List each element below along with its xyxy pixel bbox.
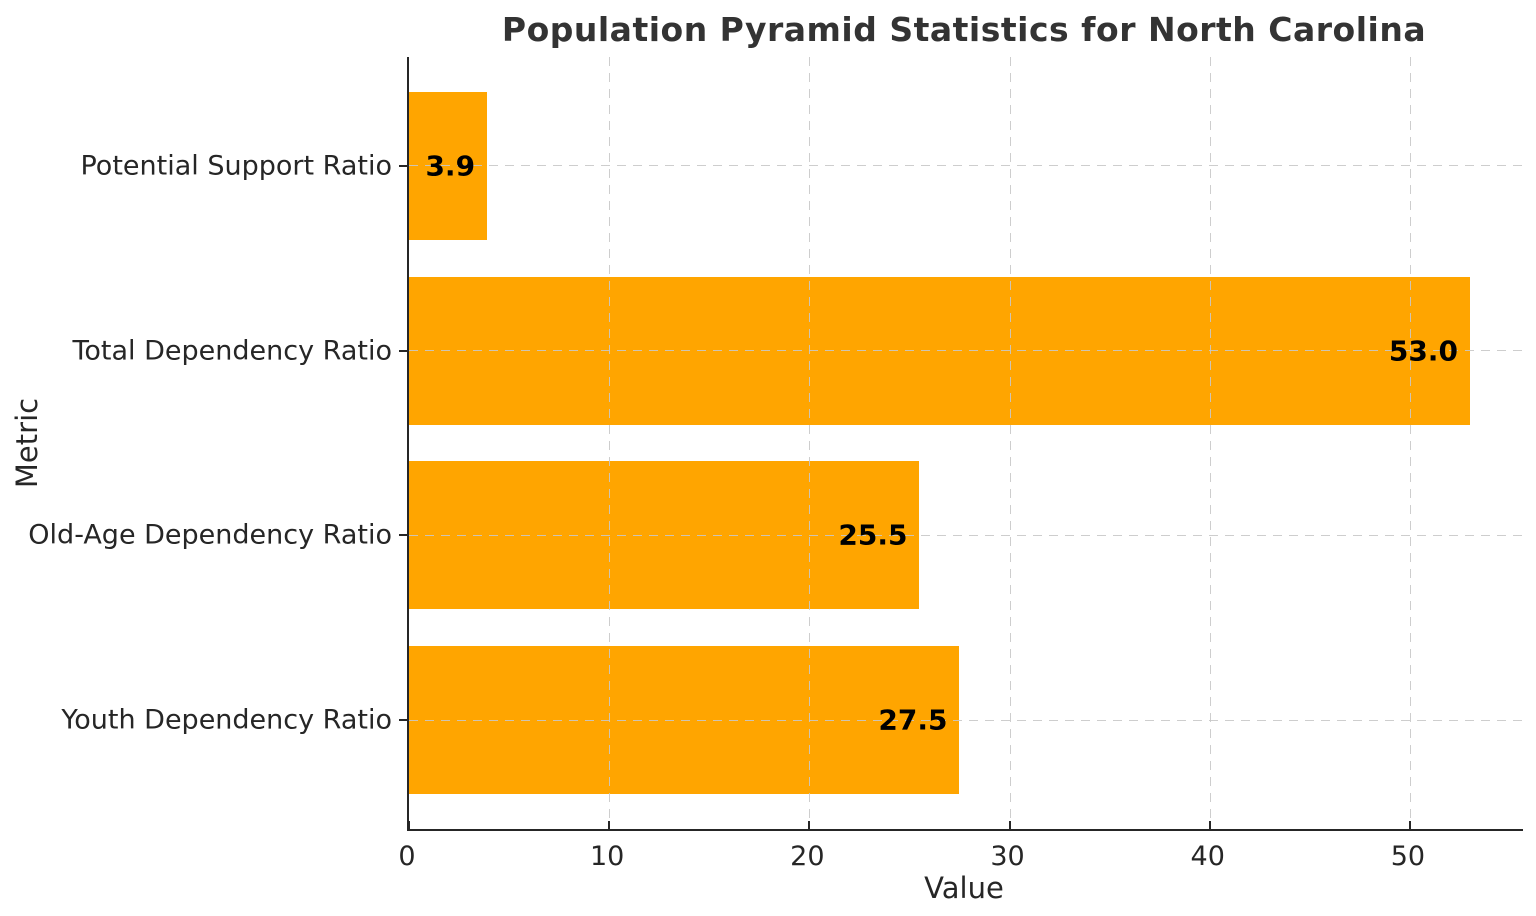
x-tick-label-0: 0 [398, 841, 416, 872]
x-tick-mark-30 [1008, 821, 1011, 829]
category-label-0: Potential Support Ratio [80, 150, 392, 182]
bar-value-label-2: 25.5 [838, 518, 908, 552]
x-tick-label-40: 40 [1190, 841, 1225, 872]
x-tick-mark-10 [608, 821, 611, 829]
gridline-y-0 [409, 165, 1523, 167]
x-tick-mark-50 [1408, 821, 1411, 829]
gridline-x-30 [1009, 57, 1011, 829]
gridline-y-2 [409, 534, 1523, 536]
x-tick-mark-0 [408, 821, 410, 829]
gridline-x-10 [609, 57, 611, 829]
y-axis-label: Metric [10, 397, 44, 489]
bar-value-label-3: 27.5 [878, 703, 948, 737]
y-tick-mark-3 [399, 719, 407, 722]
gridline-x-20 [809, 57, 811, 829]
x-tick-label-50: 50 [1390, 841, 1426, 872]
chart-title: Population Pyramid Statistics for North … [501, 10, 1427, 49]
y-tick-mark-0 [399, 164, 407, 167]
x-tick-label-30: 30 [990, 841, 1025, 872]
gridline-y-1 [409, 350, 1523, 352]
bar-value-label-0: 3.9 [425, 149, 476, 183]
plot-area: 3.9 53.0 25.5 27.5 [399, 57, 1523, 831]
x-tick-label-10: 10 [589, 841, 625, 872]
x-tick-mark-20 [808, 821, 811, 829]
bar-value-label-1: 53.0 [1388, 334, 1458, 368]
x-axis-label: Value [924, 871, 1004, 905]
gridline-x-40 [1209, 57, 1211, 829]
category-label-1: Total Dependency Ratio [72, 335, 393, 367]
x-tick-label-20: 20 [790, 841, 825, 872]
y-tick-mark-1 [399, 349, 407, 352]
x-tick-mark-40 [1208, 821, 1211, 829]
gridline-y-3 [409, 719, 1523, 721]
gridline-x-50 [1409, 57, 1411, 829]
category-label-2: Old-Age Dependency Ratio [28, 519, 392, 551]
y-tick-mark-2 [399, 534, 407, 537]
category-label-3: Youth Dependency Ratio [61, 704, 392, 736]
